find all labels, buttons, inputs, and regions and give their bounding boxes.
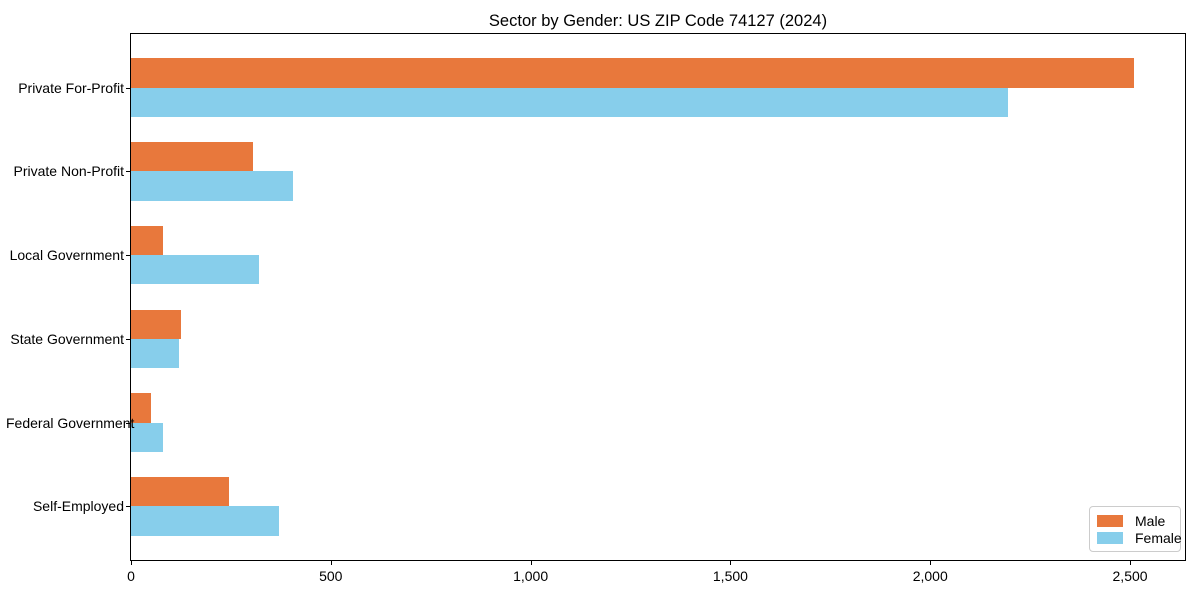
bar-female-private-for-profit xyxy=(131,87,1009,117)
y-tick-label-private-non-profit: Private Non-Profit xyxy=(13,163,124,179)
legend-label-male: Male xyxy=(1135,512,1166,529)
y-tick-label-federal-government: Federal Government xyxy=(6,415,135,431)
legend-item-female: Female xyxy=(1097,529,1182,546)
bar-female-local-government xyxy=(131,255,259,285)
bar-female-self-employed xyxy=(131,506,279,536)
y-tick-mark xyxy=(126,423,130,424)
x-tick-mark xyxy=(930,561,932,565)
legend-label-female: Female xyxy=(1135,529,1182,546)
bar-female-private-non-profit xyxy=(131,171,293,201)
bar-female-state-government xyxy=(131,338,179,369)
bar-male-state-government xyxy=(131,309,181,339)
y-tick-label-local-government: Local Government xyxy=(9,247,124,263)
plot-area xyxy=(130,33,1186,561)
x-tick-mark xyxy=(730,561,732,565)
legend-item-male: Male xyxy=(1097,512,1173,529)
bar-male-federal-government xyxy=(131,393,151,423)
legend-swatch-female xyxy=(1097,531,1123,544)
x-tick-mark xyxy=(131,561,132,565)
legend: Male Female xyxy=(1089,506,1182,552)
x-tick-mark xyxy=(1130,561,1132,565)
y-tick-mark xyxy=(126,339,130,340)
x-tick-mark xyxy=(530,561,532,565)
y-tick-mark xyxy=(126,255,130,256)
bar-male-self-employed xyxy=(131,477,229,507)
y-tick-mark xyxy=(126,506,130,507)
bar-male-private-for-profit xyxy=(131,58,1135,88)
bar-female-federal-government xyxy=(131,422,163,452)
y-tick-label-state-government: State Government xyxy=(10,331,124,347)
y-tick-mark xyxy=(126,88,130,89)
x-tick-mark xyxy=(330,561,332,565)
y-tick-label-private-for-profit: Private For-Profit xyxy=(18,80,124,96)
x-tick-label-1500: 1,500 xyxy=(712,568,748,584)
bar-male-private-non-profit xyxy=(131,142,253,172)
bar-male-local-government xyxy=(131,225,163,256)
y-tick-label-self-employed: Self-Employed xyxy=(32,498,124,514)
x-tick-label-1000: 1,000 xyxy=(513,568,549,584)
x-tick-label-500: 500 xyxy=(319,568,343,584)
legend-swatch-male xyxy=(1097,514,1123,527)
chart-title: Sector by Gender: US ZIP Code 74127 (202… xyxy=(488,12,828,30)
x-tick-label-0: 0 xyxy=(127,568,135,584)
y-tick-mark xyxy=(126,171,130,172)
x-tick-label-2000: 2,000 xyxy=(912,568,948,584)
x-tick-label-2500: 2,500 xyxy=(1112,568,1148,584)
